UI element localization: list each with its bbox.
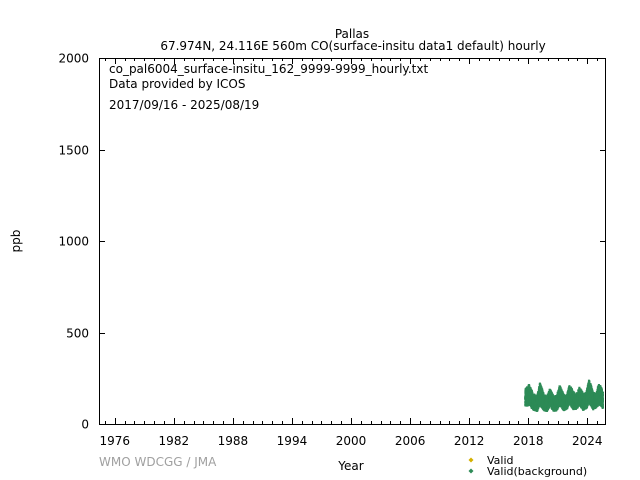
legend-label-valid-background: Valid(background) bbox=[487, 465, 587, 478]
data-point-valid-background bbox=[573, 392, 576, 395]
data-point-valid-background bbox=[547, 408, 550, 411]
data-point-valid-background bbox=[599, 385, 602, 388]
y-axis-label: ppb bbox=[9, 230, 23, 253]
x-axis-label: Year bbox=[337, 459, 363, 473]
legend: Valid Valid(background) bbox=[468, 454, 587, 478]
data-point-valid-background bbox=[572, 391, 575, 394]
x-tick-label: 2012 bbox=[454, 434, 485, 448]
data-point-valid-background bbox=[595, 394, 598, 397]
y-tick-label: 500 bbox=[66, 327, 89, 341]
data-point-valid-background bbox=[558, 395, 561, 398]
data-point-valid-background bbox=[582, 402, 585, 405]
data-point-valid-background bbox=[529, 387, 532, 390]
legend-marker-valid-background bbox=[468, 468, 474, 474]
data-point-valid-background bbox=[600, 388, 603, 391]
x-tick-label: 2018 bbox=[513, 434, 544, 448]
legend-marker-valid bbox=[468, 457, 474, 463]
data-point-valid-background bbox=[587, 395, 590, 398]
legend-label-valid: Valid bbox=[487, 454, 514, 467]
y-axis: 0 500 1000 1500 2000 bbox=[58, 52, 605, 432]
data-point-valid-background bbox=[591, 389, 594, 392]
data-point-valid-background bbox=[560, 402, 563, 405]
annotation-date-range: 2017/09/16 - 2025/08/19 bbox=[109, 98, 259, 112]
data-point-valid-background bbox=[592, 408, 595, 411]
data-point-valid-background bbox=[548, 405, 551, 408]
data-point-valid-background bbox=[557, 389, 560, 392]
credit-text: WMO WDCGG / JMA bbox=[99, 455, 217, 469]
data-point-valid-background bbox=[588, 381, 591, 384]
x-tick-label: 2006 bbox=[395, 434, 426, 448]
data-point-valid-background bbox=[588, 379, 591, 382]
data-point-valid-background bbox=[540, 386, 543, 389]
data-point-valid-background bbox=[572, 394, 575, 397]
data-point-valid-background bbox=[537, 407, 540, 410]
data-point-valid-background bbox=[601, 391, 604, 394]
data-point-valid-background bbox=[589, 383, 592, 386]
x-tick-label: 1988 bbox=[218, 434, 249, 448]
x-tick-label: 1994 bbox=[277, 434, 308, 448]
data-point-valid-background bbox=[541, 390, 544, 393]
data-point-valid-background bbox=[548, 406, 551, 409]
chart-title: Pallas bbox=[335, 27, 369, 41]
x-tick-label: 1982 bbox=[159, 434, 190, 448]
data-point-valid-background bbox=[550, 392, 553, 395]
data-point-valid-background bbox=[598, 397, 601, 400]
data-point-valid-background bbox=[601, 406, 604, 409]
data-point-valid-background bbox=[557, 394, 560, 397]
y-tick-label: 2000 bbox=[58, 52, 89, 66]
data-point-valid-background bbox=[601, 398, 604, 401]
x-tick-label: 2000 bbox=[336, 434, 367, 448]
data-point-valid-background bbox=[591, 388, 594, 391]
data-point-valid-background bbox=[559, 387, 562, 390]
y-tick-label: 1000 bbox=[58, 235, 89, 249]
data-point-valid-background bbox=[567, 403, 570, 406]
data-point-valid-background bbox=[600, 390, 603, 393]
data-point-valid-background bbox=[601, 401, 604, 404]
data-point-valid-background bbox=[528, 384, 531, 387]
x-tick-label: 2024 bbox=[572, 434, 603, 448]
data-point-valid-background bbox=[601, 404, 604, 407]
data-point-valid-background bbox=[570, 388, 573, 391]
annotation-provider: Data provided by ICOS bbox=[109, 77, 245, 91]
x-tick-label: 1976 bbox=[99, 434, 130, 448]
data-point-valid-background bbox=[531, 391, 534, 394]
annotation-filename: co_pal6004_surface-insitu_162_9999-9999_… bbox=[109, 62, 428, 76]
data-point-valid-background bbox=[556, 407, 559, 410]
data-point-valid-background bbox=[539, 383, 542, 386]
data-point-valid-background bbox=[551, 394, 554, 397]
data-point-valid-background bbox=[537, 406, 540, 409]
y-tick-label: 1500 bbox=[58, 144, 89, 158]
data-point-valid-background bbox=[589, 399, 592, 402]
data-point-valid-background bbox=[601, 400, 604, 403]
data-point-valid-background bbox=[570, 386, 573, 389]
data-point-valid-background bbox=[578, 393, 581, 396]
data-point-valid-background bbox=[559, 385, 562, 388]
series-layer bbox=[524, 379, 604, 412]
data-point-valid-background bbox=[560, 389, 563, 392]
data-point-valid-background bbox=[601, 394, 604, 397]
data-point-valid-background bbox=[541, 395, 544, 398]
data-point-valid-background bbox=[580, 389, 583, 392]
plot-frame bbox=[99, 58, 606, 425]
y-tick-label: 0 bbox=[81, 418, 89, 432]
data-point-valid-background bbox=[536, 409, 539, 412]
data-point-valid-background bbox=[530, 389, 533, 392]
data-point-valid-background bbox=[581, 391, 584, 394]
chart-subtitle: 67.974N, 24.116E 560m CO(surface-insitu … bbox=[160, 39, 545, 53]
x-axis: 1976 1982 1988 1994 2000 2006 2012 2018 2024 bbox=[99, 58, 603, 448]
data-point-valid-background bbox=[561, 391, 564, 394]
data-point-valid-background bbox=[530, 388, 533, 391]
data-point-valid-background bbox=[539, 385, 542, 388]
data-point-valid-background bbox=[590, 385, 593, 388]
data-point-valid-background bbox=[542, 392, 545, 395]
